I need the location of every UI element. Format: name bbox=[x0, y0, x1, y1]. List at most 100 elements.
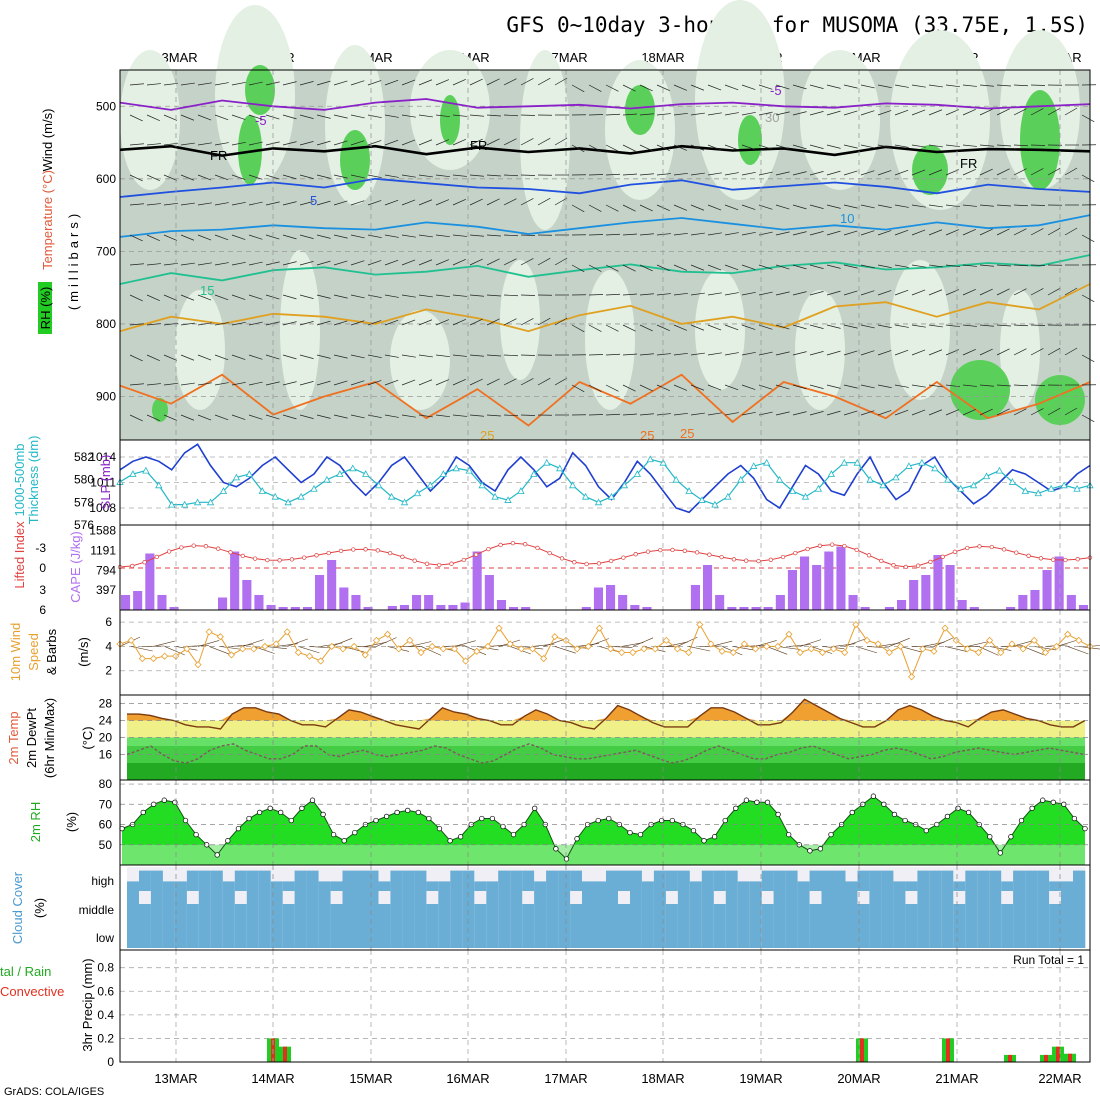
li-point bbox=[461, 557, 466, 563]
axis-label-precip: 3hr Precip (mm) bbox=[80, 958, 95, 1051]
cloud-cell bbox=[582, 891, 595, 920]
wind-barb bbox=[1013, 108, 1027, 116]
cloud-cell bbox=[354, 870, 367, 891]
li-point bbox=[670, 547, 675, 553]
cloud-cell bbox=[749, 920, 762, 948]
wind-barb bbox=[248, 321, 263, 326]
wind-speed-point bbox=[751, 645, 760, 653]
temp-band bbox=[127, 720, 1085, 738]
cape-bar bbox=[763, 607, 773, 610]
thickness-point bbox=[1073, 484, 1081, 492]
wind-speed-point bbox=[618, 648, 626, 657]
wind-barb bbox=[486, 294, 501, 297]
thickness-point bbox=[284, 498, 292, 506]
rh-point bbox=[341, 838, 347, 844]
wind-barb bbox=[979, 204, 994, 207]
wind-barb bbox=[248, 141, 263, 146]
cloud-cell bbox=[486, 891, 499, 920]
thickness-point bbox=[1047, 484, 1055, 492]
rh-point bbox=[786, 831, 792, 838]
wind-barb bbox=[1047, 407, 1061, 416]
wind-barb bbox=[197, 82, 212, 86]
cloud-cell bbox=[390, 920, 403, 948]
axis-label-speed: Speed bbox=[26, 633, 41, 671]
wind-barb bbox=[265, 201, 280, 206]
wind-barb bbox=[588, 324, 602, 332]
cloud-cell bbox=[282, 920, 295, 948]
cloud-cell bbox=[1013, 870, 1026, 891]
cape-bar bbox=[133, 591, 143, 610]
li-point bbox=[830, 542, 835, 547]
wind-barb bbox=[775, 351, 790, 356]
wind-barb bbox=[707, 172, 722, 176]
wind-barb bbox=[571, 264, 585, 273]
wind-barb bbox=[418, 234, 433, 238]
wind-barb bbox=[877, 384, 892, 389]
wind-barb bbox=[639, 293, 654, 296]
wind-barb bbox=[350, 414, 365, 419]
rh-point bbox=[743, 797, 750, 803]
cape-bar bbox=[957, 600, 967, 610]
rh-point bbox=[987, 834, 993, 840]
cloud-cell bbox=[845, 920, 858, 948]
wind-speed-point bbox=[841, 648, 849, 657]
li-point bbox=[338, 548, 344, 554]
wind-barb bbox=[588, 204, 602, 212]
wind-barb bbox=[197, 114, 212, 121]
li-point bbox=[535, 545, 540, 551]
wind-barb bbox=[401, 114, 416, 118]
wind-speed-point bbox=[294, 648, 302, 657]
cloud-cell bbox=[438, 881, 451, 891]
wind-barb bbox=[1030, 108, 1044, 116]
wind-barb bbox=[367, 140, 382, 146]
cape-bar bbox=[703, 565, 713, 610]
cloud-cell bbox=[294, 920, 307, 948]
cloud-cell bbox=[869, 891, 882, 920]
rh-tick: 60 bbox=[99, 818, 113, 832]
wind-barb bbox=[962, 348, 976, 356]
wind-barb bbox=[163, 262, 178, 266]
cloud-cell bbox=[582, 881, 595, 891]
cloud-cell bbox=[845, 881, 858, 891]
wind-barb bbox=[639, 144, 653, 152]
wind-barb bbox=[860, 410, 875, 416]
wind-barb bbox=[622, 84, 636, 92]
axis-label-thickness-a: 1000-500mb bbox=[12, 444, 27, 517]
wind-barb bbox=[826, 110, 841, 116]
wind-barb bbox=[333, 354, 348, 359]
cloud-cell bbox=[534, 891, 547, 920]
wind-barb bbox=[384, 199, 399, 206]
wind-barb bbox=[860, 144, 875, 149]
cloud-cell bbox=[1001, 904, 1014, 920]
wind-barb bbox=[979, 324, 994, 327]
cape-bar bbox=[824, 551, 834, 610]
cloud-cell bbox=[558, 891, 571, 920]
wind-speed-point bbox=[595, 624, 603, 632]
cape-bar bbox=[412, 595, 422, 610]
wind-barb bbox=[622, 413, 637, 416]
li-point bbox=[928, 559, 933, 565]
isotherm-line bbox=[119, 373, 1091, 427]
wind-barb bbox=[503, 198, 517, 206]
wind-barb bbox=[673, 384, 688, 391]
li-point bbox=[240, 553, 245, 559]
wind-barb bbox=[741, 204, 756, 210]
pressure-tick: 900 bbox=[96, 389, 116, 403]
wind-barb bbox=[129, 294, 143, 302]
wind-barb bbox=[331, 637, 353, 647]
wind-barb bbox=[809, 84, 824, 89]
cloud-cell bbox=[1061, 920, 1074, 948]
wind-barb bbox=[163, 202, 178, 206]
cape-bar bbox=[1066, 595, 1076, 610]
wind-barb bbox=[298, 646, 320, 654]
cloud-cell bbox=[570, 904, 583, 920]
wind-barb bbox=[282, 234, 297, 240]
li-point bbox=[756, 558, 761, 564]
li-point bbox=[584, 561, 589, 567]
wind-barb bbox=[775, 411, 790, 416]
cloud-cell bbox=[282, 881, 295, 891]
cloud-cell bbox=[127, 920, 140, 948]
wind-barb bbox=[452, 234, 467, 237]
li-tick: -3 bbox=[35, 541, 46, 555]
cape-bar bbox=[848, 595, 858, 610]
